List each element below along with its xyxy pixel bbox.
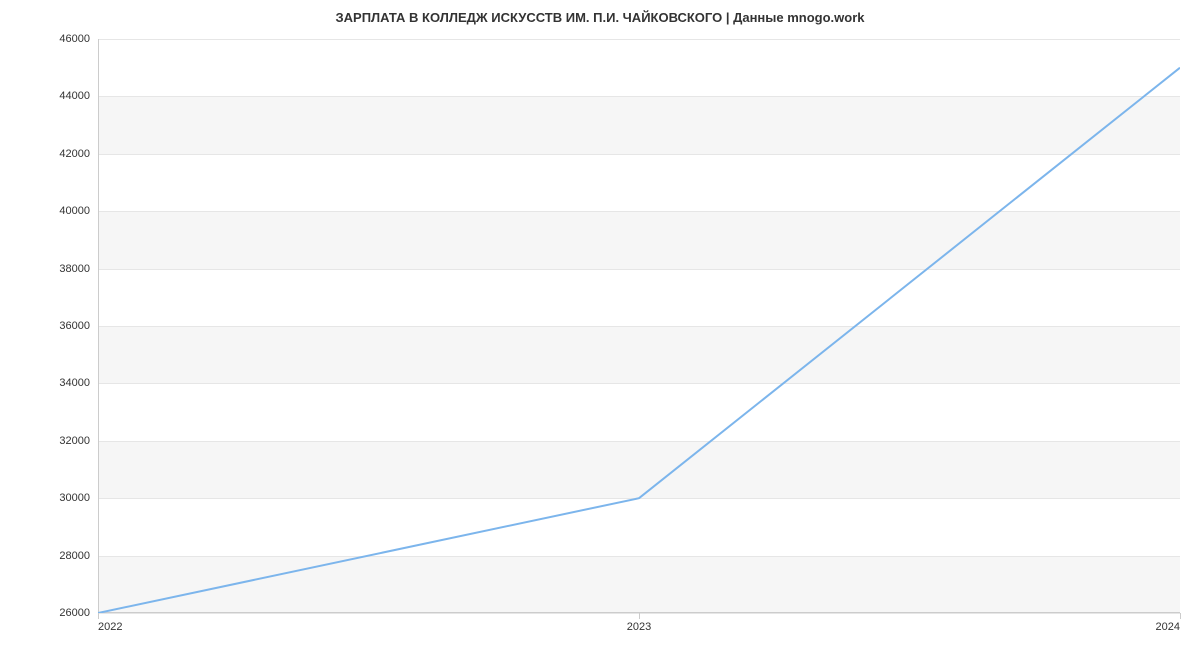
y-tick-label: 40000 — [0, 205, 90, 217]
y-gridline — [98, 211, 1180, 212]
y-tick-label: 36000 — [0, 320, 90, 332]
y-tick-label: 38000 — [0, 263, 90, 275]
y-gridline — [98, 441, 1180, 442]
y-gridline — [98, 498, 1180, 499]
y-tick-label: 30000 — [0, 492, 90, 504]
y-gridline — [98, 154, 1180, 155]
plot-alt-band — [98, 211, 1180, 268]
chart-title: ЗАРПЛАТА В КОЛЛЕДЖ ИСКУССТВ ИМ. П.И. ЧАЙ… — [0, 10, 1200, 25]
plot-alt-band — [98, 269, 1180, 326]
plot-alt-band — [98, 39, 1180, 96]
y-tick-label: 42000 — [0, 148, 90, 160]
plot-alt-band — [98, 326, 1180, 383]
y-gridline — [98, 96, 1180, 97]
y-gridline — [98, 556, 1180, 557]
plot-alt-band — [98, 556, 1180, 613]
y-axis-line — [98, 39, 99, 613]
x-tick-label: 2024 — [1156, 621, 1180, 633]
y-tick-label: 26000 — [0, 607, 90, 619]
y-gridline — [98, 269, 1180, 270]
y-tick-label: 44000 — [0, 90, 90, 102]
x-tick-mark — [1180, 613, 1181, 619]
salary-line-chart: ЗАРПЛАТА В КОЛЛЕДЖ ИСКУССТВ ИМ. П.И. ЧАЙ… — [0, 0, 1200, 650]
x-tick-label: 2022 — [98, 621, 122, 633]
plot-alt-band — [98, 154, 1180, 211]
x-tick-label: 2023 — [627, 621, 651, 633]
y-tick-label: 46000 — [0, 33, 90, 45]
y-gridline — [98, 383, 1180, 384]
plot-area — [98, 39, 1180, 613]
plot-alt-band — [98, 441, 1180, 498]
y-tick-label: 28000 — [0, 550, 90, 562]
x-tick-mark — [639, 613, 640, 619]
y-tick-label: 32000 — [0, 435, 90, 447]
plot-alt-band — [98, 96, 1180, 153]
y-tick-label: 34000 — [0, 377, 90, 389]
plot-alt-band — [98, 383, 1180, 440]
x-tick-mark — [98, 613, 99, 619]
y-gridline — [98, 326, 1180, 327]
plot-alt-band — [98, 498, 1180, 555]
y-gridline — [98, 39, 1180, 40]
